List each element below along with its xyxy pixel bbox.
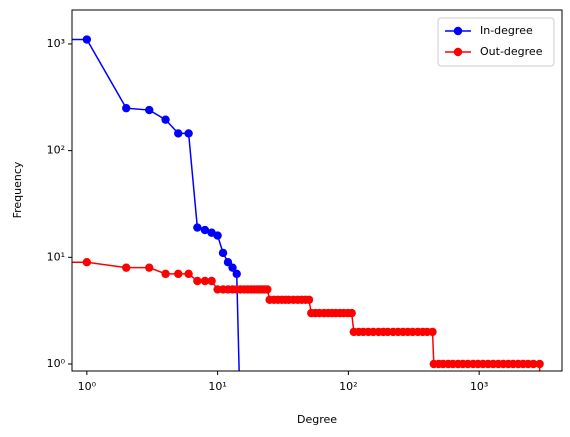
marker — [536, 427, 544, 435]
marker — [122, 263, 131, 272]
marker — [428, 327, 437, 337]
marker — [529, 359, 538, 369]
marker — [145, 105, 154, 115]
marker — [145, 263, 154, 272]
x-tick-label: 10⁰ — [78, 380, 97, 393]
marker — [122, 103, 131, 113]
marker — [184, 129, 193, 138]
marker — [8, 35, 16, 43]
x-axis-label: Degree — [297, 413, 337, 426]
legend-marker — [453, 47, 463, 57]
marker — [174, 129, 183, 138]
marker — [82, 35, 92, 44]
series-line — [72, 38, 240, 371]
y-tick-label: 10³ — [47, 37, 65, 50]
marker — [200, 225, 210, 235]
legend-box — [437, 17, 555, 67]
x-tick-label: 10³ — [470, 380, 488, 393]
axes-frame — [71, 9, 563, 372]
marker — [232, 269, 241, 279]
y-tick-label: 10² — [47, 144, 65, 157]
marker — [200, 276, 210, 286]
marker — [184, 269, 193, 279]
marker — [263, 285, 272, 294]
marker — [174, 269, 183, 279]
marker — [228, 263, 237, 272]
series-line — [72, 261, 541, 371]
marker — [8, 258, 16, 266]
marker — [218, 248, 228, 258]
marker — [535, 359, 544, 369]
marker — [193, 276, 202, 286]
marker — [347, 308, 356, 318]
x-tick-label: 10² — [339, 380, 357, 393]
marker — [213, 231, 222, 240]
marker — [193, 223, 202, 232]
marker — [236, 427, 244, 435]
marker — [161, 269, 170, 279]
y-tick-label: 10⁰ — [47, 357, 66, 370]
x-tick-label: 10¹ — [208, 380, 226, 393]
legend-marker — [453, 26, 463, 36]
y-tick-label: 10¹ — [47, 250, 65, 263]
plot-area — [8, 35, 544, 435]
y-axis-label: Frequency — [11, 161, 24, 218]
legend-label: Out-degree — [480, 45, 543, 58]
legend-label: In-degree — [480, 24, 533, 37]
marker — [207, 276, 216, 286]
marker — [161, 115, 170, 124]
marker — [304, 295, 314, 304]
marker — [82, 258, 92, 267]
